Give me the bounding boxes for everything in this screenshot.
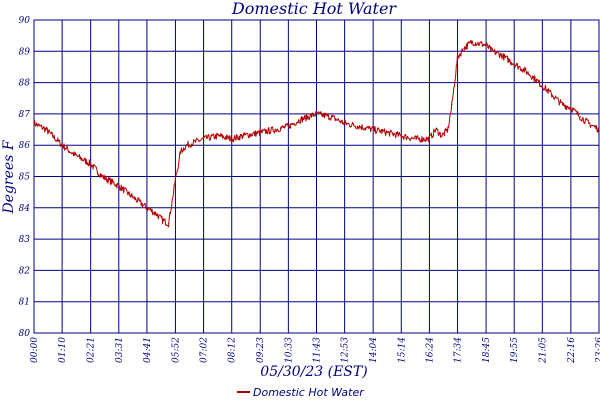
series-point <box>541 85 543 87</box>
series-point <box>491 50 493 52</box>
x-tick-label: 15:14 <box>397 337 407 363</box>
legend: Domestic Hot Water <box>237 386 365 399</box>
y-tick-label: 87 <box>19 110 31 120</box>
x-tick-label: 23:26 <box>595 337 600 364</box>
series-point <box>499 53 501 56</box>
y-ticks: 80 81 82 83 84 85 86 87 88 89 90 <box>19 16 31 339</box>
series-point <box>298 119 300 121</box>
y-tick-label: 90 <box>19 16 31 26</box>
series-point <box>186 144 188 146</box>
y-axis-label: Degrees F <box>1 139 17 214</box>
series-layer <box>33 40 600 228</box>
series-point <box>598 128 600 131</box>
plot-grid <box>33 19 600 334</box>
series-point <box>101 175 103 178</box>
x-tick-label: 10:33 <box>284 337 294 363</box>
series-point <box>523 69 525 71</box>
x-tick-label: 07:02 <box>200 337 210 363</box>
series-point <box>587 122 590 124</box>
y-tick-label: 81 <box>19 298 30 308</box>
x-tick-label: 22:16 <box>567 337 577 364</box>
series-point <box>61 144 63 146</box>
x-tick-label: 17:34 <box>454 337 464 363</box>
series-point <box>485 44 487 46</box>
series-point <box>387 132 389 134</box>
series-point <box>570 107 572 109</box>
series-point <box>451 103 453 106</box>
series-point <box>155 213 158 215</box>
x-tick-label: 14:04 <box>369 337 379 363</box>
series-point <box>531 75 533 77</box>
x-tick-label: 21:05 <box>538 337 548 364</box>
series-point <box>73 153 75 156</box>
x-tick-label: 11:43 <box>313 337 323 363</box>
x-tick-label: 01:10 <box>58 337 68 363</box>
series-point <box>118 185 120 187</box>
x-axis-label: 05/30/23 (EST) <box>260 364 367 380</box>
series-point <box>358 125 361 128</box>
y-tick-label: 83 <box>19 235 31 245</box>
legend-label: Domestic Hot Water <box>253 386 365 399</box>
series-point <box>146 207 148 209</box>
series-point <box>90 163 92 165</box>
x-tick-label: 16:24 <box>425 337 435 363</box>
series-point <box>463 47 465 49</box>
y-tick-label: 84 <box>19 204 31 214</box>
series-point <box>231 138 233 140</box>
y-tick-label: 86 <box>19 141 31 151</box>
x-tick-label: 19:55 <box>510 337 520 363</box>
series-point <box>287 125 289 128</box>
series-point <box>45 128 47 131</box>
series-point <box>561 103 564 106</box>
x-tick-label: 05:52 <box>171 337 181 363</box>
series-line <box>33 40 600 228</box>
series-point <box>161 219 164 221</box>
y-tick-label: 85 <box>19 173 31 183</box>
x-tick-label: 00:00 <box>30 337 40 363</box>
series-point <box>372 128 374 131</box>
x-tick-label: 04:41 <box>143 337 153 363</box>
y-tick-label: 88 <box>19 79 31 89</box>
series-point <box>428 138 431 140</box>
chart-title: Domestic Hot Water <box>231 0 398 18</box>
series-point <box>551 94 553 96</box>
series-point <box>202 138 205 140</box>
x-tick-label: 03:31 <box>115 337 125 363</box>
series-point <box>330 116 332 118</box>
series-point <box>456 56 459 59</box>
y-tick-label: 89 <box>19 47 31 57</box>
series-point <box>447 128 449 131</box>
series-point <box>315 113 318 115</box>
y-tick-label: 82 <box>19 266 31 276</box>
y-tick-label: 80 <box>19 329 31 339</box>
x-tick-label: 18:45 <box>482 337 492 363</box>
series-point <box>168 222 170 225</box>
series-point <box>471 41 473 43</box>
x-ticks: 00:00 01:10 02:21 03:31 04:41 05:52 07:02 08:12… <box>30 337 600 364</box>
series-point <box>218 135 220 137</box>
series-point <box>441 135 443 137</box>
series-point <box>242 135 244 137</box>
series-point <box>579 116 582 118</box>
series-point <box>344 122 346 124</box>
x-tick-label: 09:23 <box>256 337 266 363</box>
series-point <box>435 128 437 131</box>
series-point <box>274 128 276 131</box>
series-point <box>33 122 35 124</box>
series-point <box>180 150 182 153</box>
series-point <box>400 135 402 137</box>
series-point <box>174 179 177 181</box>
x-tick-label: 08:12 <box>228 337 238 363</box>
x-tick-label: 02:21 <box>87 337 97 363</box>
series-point <box>513 63 515 65</box>
series-point <box>129 194 132 196</box>
series-point <box>415 138 417 140</box>
series-point <box>259 132 261 134</box>
x-tick-label: 12:53 <box>341 337 351 363</box>
